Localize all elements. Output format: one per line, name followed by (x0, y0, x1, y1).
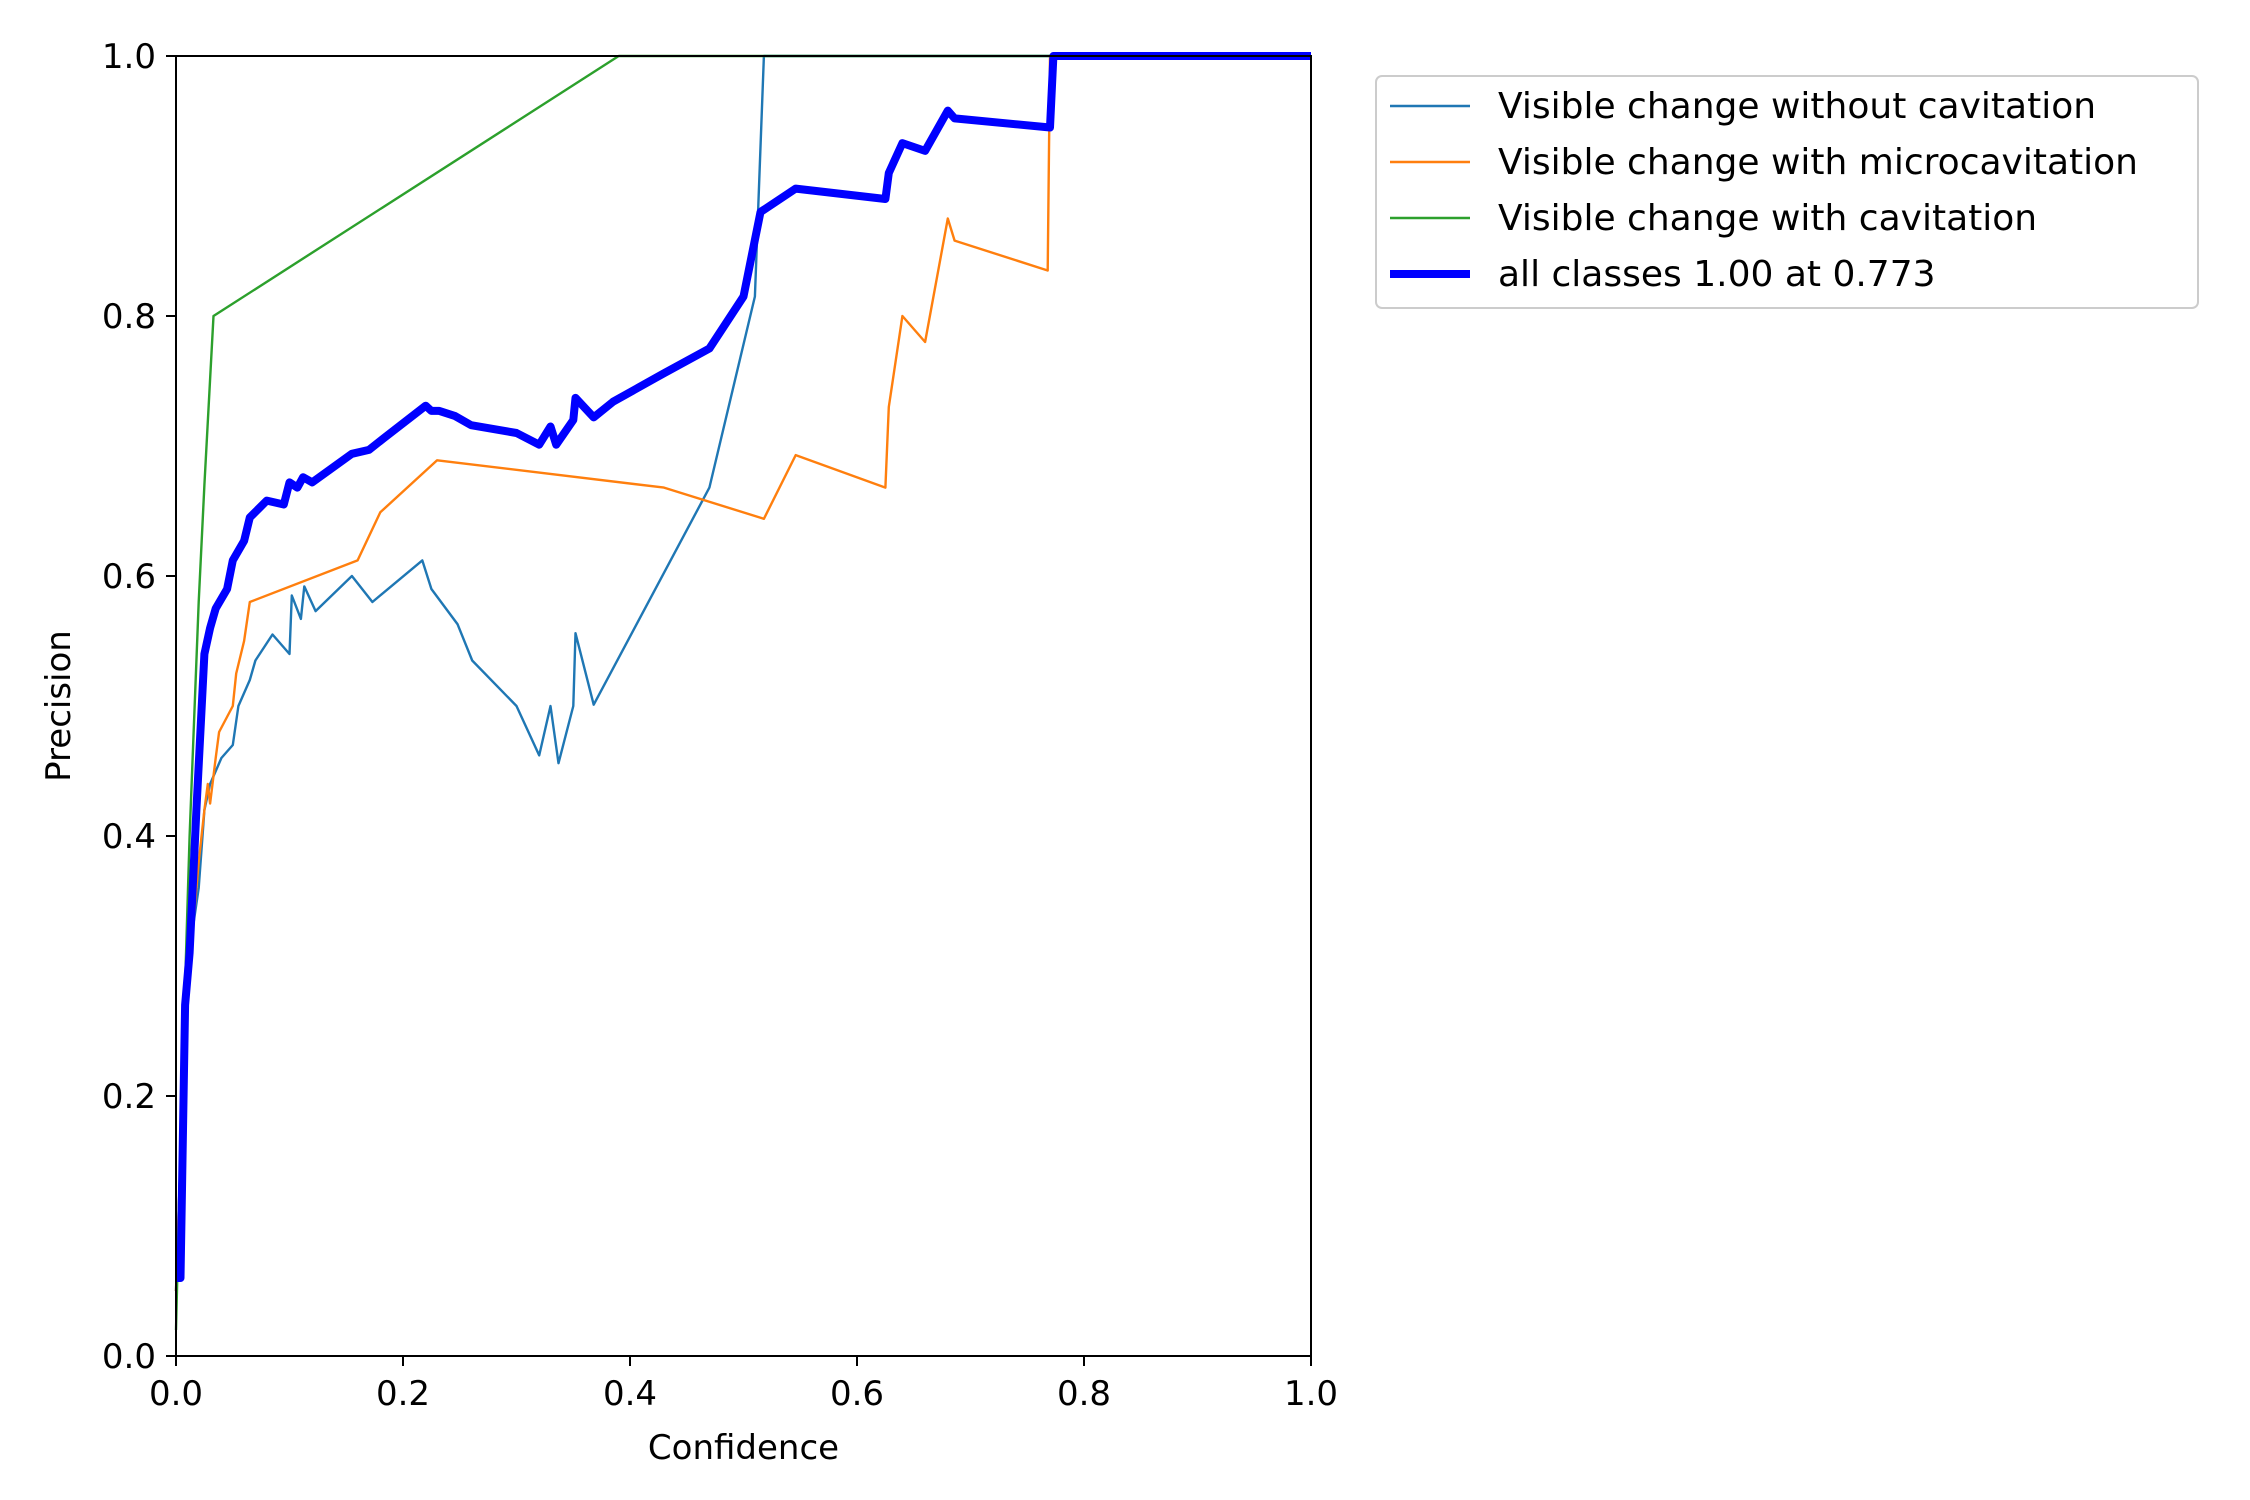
y-tick-label: 0.0 (102, 1337, 156, 1377)
series-layer (174, 52, 1311, 1331)
x-axis: 0.0 0.2 0.4 0.6 0.8 1.0 (149, 1356, 1338, 1414)
x-axis-label: Confidence (648, 1428, 839, 1468)
legend: Visible change without cavitation Visible… (1375, 75, 2199, 309)
y-tick-label: 0.2 (102, 1077, 156, 1117)
x-tick-label: 0.0 (149, 1374, 203, 1414)
x-tick-label: 0.8 (1057, 1374, 1111, 1414)
legend-frame (1375, 75, 2199, 309)
plot-area (176, 56, 1311, 1356)
y-axis: 0.0 0.2 0.4 0.6 0.8 1.0 (102, 37, 176, 1377)
series-line-2 (174, 54, 1311, 1292)
series-line-4 (176, 52, 1311, 1282)
y-axis-label: Precision (39, 630, 79, 782)
legend-label-4: all classes 1.00 at 0.773 (1498, 254, 1936, 295)
y-tick-label: 0.6 (102, 557, 156, 597)
legend-label-3: Visible change with cavitation (1498, 198, 2037, 239)
y-tick-label: 0.8 (102, 297, 156, 337)
legend-label-1: Visible change without cavitation (1498, 86, 2096, 127)
y-tick-label: 0.4 (102, 817, 156, 857)
x-tick-label: 1.0 (1284, 1374, 1338, 1414)
x-tick-label: 0.6 (830, 1374, 884, 1414)
legend-label-2: Visible change with microcavitation (1498, 142, 2138, 183)
plot-frame (175, 55, 1312, 1357)
y-tick-label: 1.0 (102, 37, 156, 77)
x-tick-label: 0.2 (376, 1374, 430, 1414)
x-tick-label: 0.4 (603, 1374, 657, 1414)
